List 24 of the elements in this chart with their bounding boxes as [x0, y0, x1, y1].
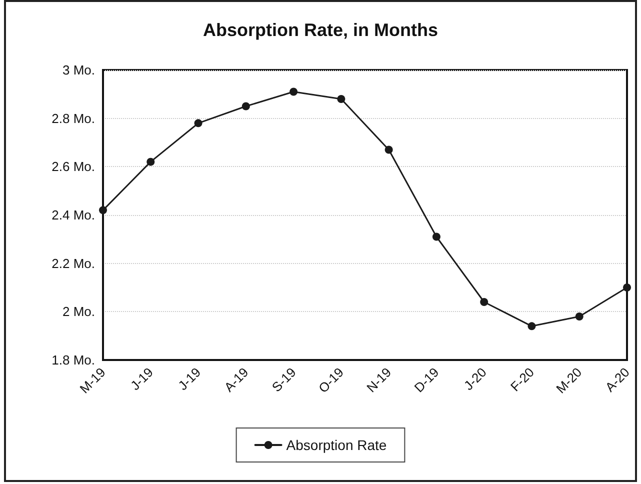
point — [99, 206, 107, 214]
x-tick-label: J-19 — [127, 364, 156, 394]
y-tick-label: 1.8 Mo. — [52, 352, 95, 368]
point — [432, 232, 440, 241]
y-tick-label: 2.2 Mo. — [52, 256, 95, 271]
point — [575, 312, 584, 320]
point — [194, 119, 202, 128]
point — [528, 322, 536, 330]
y-tick-label: 2.4 Mo. — [52, 208, 95, 222]
y-tick-label: 2 Mo. — [62, 304, 95, 320]
legend-label: Absorption Rate — [286, 437, 387, 453]
y-tick-label: 2.8 Mo. — [52, 110, 95, 126]
y-tick-label: 3 Mo. — [62, 62, 95, 78]
point — [242, 102, 250, 110]
point — [384, 146, 393, 154]
y-tick-label: 2.6 Mo. — [52, 159, 95, 174]
point — [337, 95, 346, 103]
x-tick-label: J-20 — [460, 364, 490, 394]
point — [623, 284, 631, 292]
chart-title: Absorption Rate, in Months — [203, 20, 438, 40]
point — [480, 298, 488, 306]
x-tick-label: J-19 — [175, 364, 204, 394]
point — [146, 158, 155, 166]
point — [290, 88, 298, 96]
